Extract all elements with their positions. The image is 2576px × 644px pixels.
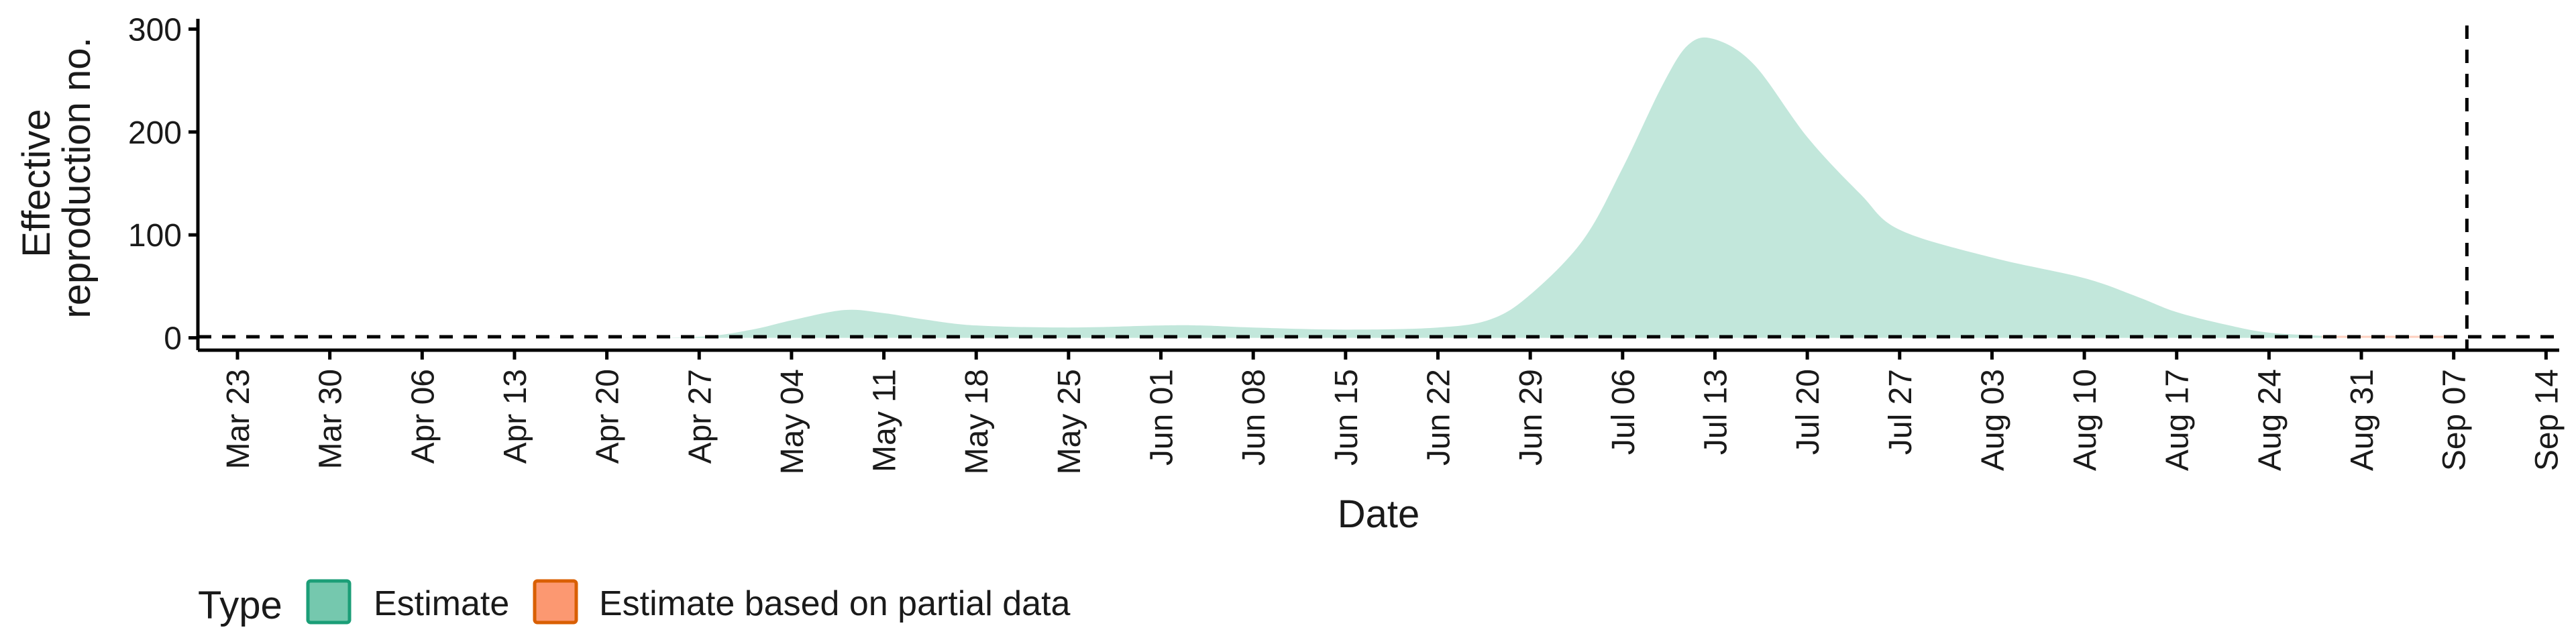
x-tick-label: Mar 30 (313, 369, 349, 469)
x-tick-label: Jun 01 (1144, 369, 1180, 466)
x-tick-label: May 04 (775, 369, 810, 474)
x-tick-label: Jun 29 (1513, 369, 1549, 466)
y-axis-title-line-2: reproduction no. (55, 37, 99, 318)
x-tick-label: Jul 20 (1790, 369, 1826, 455)
y-axis-title-line-1: Effective (15, 109, 58, 257)
x-tick-label: Mar 23 (221, 369, 256, 469)
x-tick-label: Aug 24 (2252, 369, 2288, 471)
x-tick-label: May 18 (959, 369, 995, 474)
reference-lines (198, 25, 2559, 350)
x-tick-label: Apr 20 (590, 369, 626, 464)
x-tick-label: Aug 17 (2160, 369, 2196, 471)
x-tick-label: Aug 03 (1975, 369, 2010, 471)
y-tick-label: 100 (128, 218, 182, 254)
x-tick-label: Apr 13 (498, 369, 533, 464)
x-tick-label: Sep 14 (2529, 369, 2565, 471)
x-tick-label: Sep 07 (2437, 369, 2473, 471)
x-tick-label: Jul 27 (1883, 369, 1919, 455)
x-tick-label: Jul 06 (1606, 369, 1642, 455)
y-axis-ticks: 0 100 200 300 (128, 12, 198, 357)
legend: Type Estimate Estimate based on partial … (198, 579, 1071, 627)
x-tick-label: May 11 (867, 369, 903, 472)
x-tick-label: May 25 (1052, 369, 1087, 474)
axes (196, 19, 2559, 352)
legend-key-partial-data (533, 579, 578, 625)
area-series-group (237, 37, 2454, 338)
x-tick-label: Apr 06 (405, 369, 441, 464)
x-axis-ticks: Mar 23 Mar 30 Apr 06 Apr 13 Apr 20 Apr 27 May … (221, 350, 2565, 474)
x-tick-label: Jun 15 (1329, 369, 1364, 466)
x-tick-label: Aug 31 (2345, 369, 2380, 471)
area-series-partial-data (2322, 335, 2454, 338)
x-tick-label: Aug 10 (2068, 369, 2103, 471)
x-tick-label: Apr 27 (682, 369, 718, 464)
x-tick-label: Jul 13 (1698, 369, 1733, 455)
x-axis-title: Date (1338, 492, 1420, 536)
x-tick-label: Jun 08 (1236, 369, 1272, 466)
legend-label-estimate: Estimate (374, 584, 509, 623)
y-tick-label: 200 (128, 115, 182, 151)
x-tick-label: Jun 22 (1421, 369, 1456, 466)
y-tick-label: 0 (164, 321, 182, 357)
legend-label-partial-data: Estimate based on partial data (599, 584, 1071, 623)
legend-key-estimate (306, 579, 352, 625)
y-axis-title: Effective reproduction no. (15, 37, 99, 318)
area-series-estimate (237, 37, 2322, 338)
legend-title: Type (198, 584, 282, 627)
y-tick-label: 300 (128, 12, 182, 48)
